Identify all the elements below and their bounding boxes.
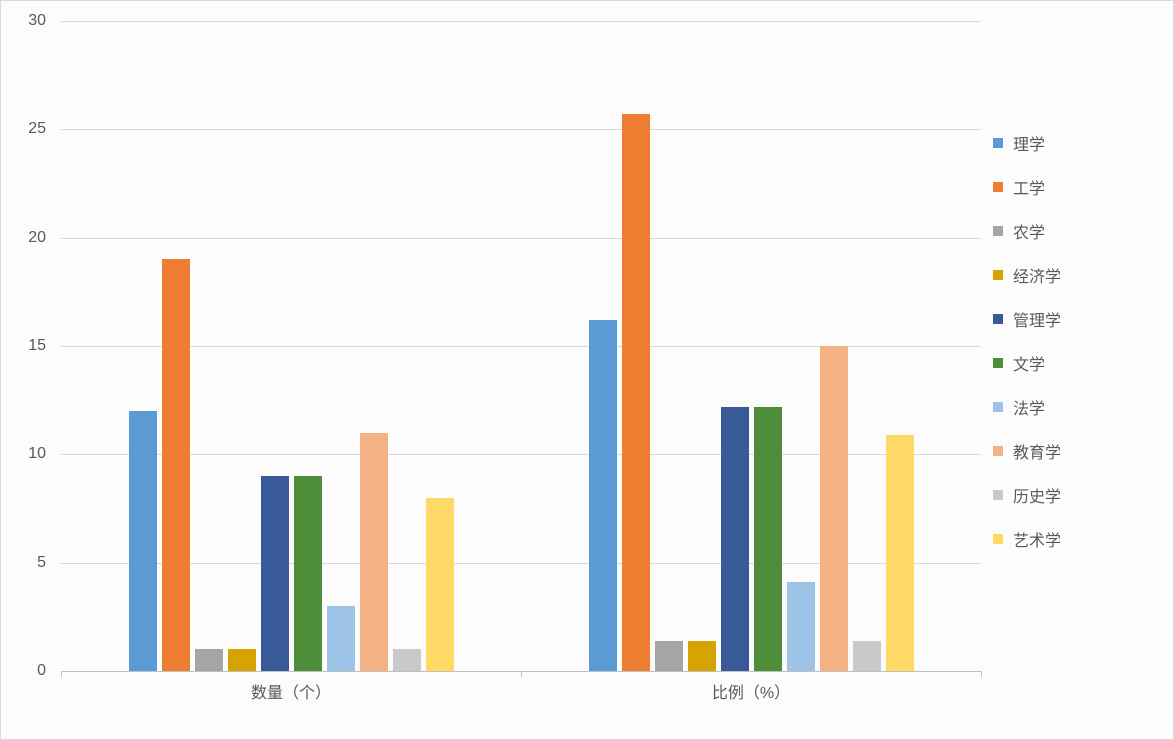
legend-item: 理学	[993, 131, 1153, 155]
bar	[129, 411, 157, 671]
bar	[721, 407, 749, 671]
gridline	[61, 238, 981, 239]
bar	[360, 433, 388, 671]
legend-item: 历史学	[993, 483, 1153, 507]
y-tick-label: 30	[28, 12, 46, 30]
bar	[426, 498, 454, 671]
y-tick-label: 5	[37, 554, 46, 572]
legend-item: 文学	[993, 351, 1153, 375]
legend-swatch	[993, 446, 1003, 456]
y-tick-label: 0	[37, 662, 46, 680]
legend-item: 经济学	[993, 263, 1153, 287]
x-group-label: 数量（个）	[251, 679, 331, 703]
legend-swatch	[993, 270, 1003, 280]
y-tick-label: 20	[28, 229, 46, 247]
chart-container: 051015202530 数量（个）比例（%） 理学工学农学经济学管理学文学法学…	[0, 0, 1174, 740]
legend-item: 农学	[993, 219, 1153, 243]
bar	[787, 582, 815, 671]
legend-item: 法学	[993, 395, 1153, 419]
plot-area: 数量（个）比例（%）	[61, 21, 981, 671]
bar	[162, 259, 190, 671]
bar	[195, 649, 223, 671]
legend-label: 理学	[1013, 131, 1045, 155]
bar	[655, 641, 683, 671]
bar	[853, 641, 881, 671]
legend-item: 工学	[993, 175, 1153, 199]
gridline	[61, 129, 981, 130]
legend-swatch	[993, 490, 1003, 500]
y-tick-label: 25	[28, 120, 46, 138]
legend-swatch	[993, 226, 1003, 236]
legend-item: 艺术学	[993, 527, 1153, 551]
legend-label: 文学	[1013, 351, 1045, 375]
y-tick-label: 10	[28, 445, 46, 463]
legend: 理学工学农学经济学管理学文学法学教育学历史学艺术学	[993, 131, 1153, 571]
y-tick-label: 15	[28, 337, 46, 355]
legend-label: 管理学	[1013, 307, 1061, 331]
bar	[228, 649, 256, 671]
bar	[294, 476, 322, 671]
legend-item: 教育学	[993, 439, 1153, 463]
x-tick	[981, 671, 982, 677]
legend-swatch	[993, 138, 1003, 148]
x-tick	[61, 671, 62, 677]
legend-swatch	[993, 402, 1003, 412]
bar	[589, 320, 617, 671]
legend-label: 艺术学	[1013, 527, 1061, 551]
bar	[261, 476, 289, 671]
bar	[393, 649, 421, 671]
legend-label: 历史学	[1013, 483, 1061, 507]
legend-label: 工学	[1013, 175, 1045, 199]
legend-item: 管理学	[993, 307, 1153, 331]
y-axis: 051015202530	[1, 21, 61, 671]
bar	[754, 407, 782, 671]
legend-swatch	[993, 182, 1003, 192]
gridline	[61, 21, 981, 22]
bar	[327, 606, 355, 671]
bar	[688, 641, 716, 671]
legend-swatch	[993, 314, 1003, 324]
legend-swatch	[993, 358, 1003, 368]
legend-label: 经济学	[1013, 263, 1061, 287]
legend-swatch	[993, 534, 1003, 544]
legend-label: 法学	[1013, 395, 1045, 419]
x-group-label: 比例（%）	[712, 679, 790, 703]
bar	[886, 435, 914, 671]
bar	[622, 114, 650, 671]
x-tick	[521, 671, 522, 677]
bar	[820, 346, 848, 671]
legend-label: 农学	[1013, 219, 1045, 243]
legend-label: 教育学	[1013, 439, 1061, 463]
